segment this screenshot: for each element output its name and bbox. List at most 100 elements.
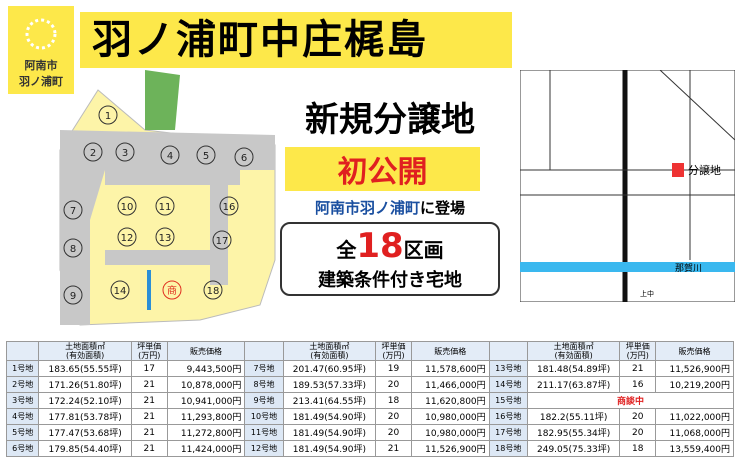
lot-cell: 18号地 — [488, 440, 528, 457]
lot-label: 6 — [241, 153, 247, 164]
data-cell: 10,980,000円 — [410, 424, 490, 441]
data-cell: 11,293,800円 — [166, 408, 246, 425]
data-cell: 213.41(64.55坪) — [282, 392, 377, 409]
table-row: 1号地 183.65(55.55坪) 17 9,443,500円 7号地 201.47(6… — [5, 360, 734, 377]
header-cell: 販売価格 — [410, 341, 490, 361]
count-suffix: 区画 — [403, 238, 444, 262]
header-text: (万円) — [138, 351, 161, 360]
lot-cell: 12号地 — [244, 440, 284, 457]
lot-label: 17 — [216, 236, 229, 247]
data-cell: 11,526,900円 — [655, 360, 734, 377]
header-text: 販売価格 — [434, 346, 467, 356]
header-text: (万円) — [626, 351, 649, 360]
data-cell: 21 — [130, 392, 168, 409]
lot-circle — [155, 196, 175, 216]
lot-cell: 3号地 — [5, 392, 40, 409]
table-row: 4号地 177.81(53.78坪) 21 11,293,800円 10号地 181.49… — [5, 408, 734, 425]
data-cell: 249.05(75.33坪) — [526, 440, 621, 457]
site-label: 分譲地 — [688, 163, 721, 177]
lot-circle — [219, 196, 239, 216]
header-cell: 土地面積㎡ (有効面積) — [526, 341, 621, 361]
data-cell: 18 — [619, 440, 657, 457]
data-cell: 201.47(60.95坪) — [282, 360, 377, 377]
lot-circle — [117, 196, 137, 216]
lot-circle — [234, 147, 254, 167]
logo-line: 羽ノ浦町 — [19, 75, 63, 88]
title: 羽ノ浦町中庄梶島 — [80, 12, 512, 68]
data-cell: 182.2(55.11坪) — [526, 408, 621, 425]
lot-circle — [63, 200, 83, 220]
data-cell: 9,443,500円 — [166, 360, 246, 377]
data-cell: 11,068,000円 — [655, 424, 734, 441]
data-cell: 189.53(57.33坪) — [282, 376, 377, 393]
road-label: 上中 — [640, 289, 654, 298]
headline-title: 新規分譲地 — [305, 100, 475, 140]
lot-label: 11 — [159, 202, 172, 213]
data-cell: 20 — [619, 424, 657, 441]
lot-circle — [110, 280, 130, 300]
lot-label: 14 — [114, 286, 127, 297]
lot-label: 16 — [223, 202, 236, 213]
lot-circle — [196, 145, 216, 165]
lot-circle — [162, 280, 182, 300]
header-cell — [5, 341, 40, 361]
header-text: 坪単価 — [137, 342, 162, 351]
header-text: 土地面積㎡ — [65, 342, 106, 351]
count: 18 — [356, 226, 404, 266]
lot-cell: 10号地 — [244, 408, 284, 425]
data-cell: 211.17(63.87坪) — [526, 376, 621, 393]
data-cell: 21 — [130, 440, 168, 457]
data-cell: 11,272,800円 — [166, 424, 246, 441]
header-cell: 販売価格 — [655, 341, 734, 361]
header-text: 坪単価 — [625, 342, 650, 351]
data-cell: 18 — [375, 392, 412, 409]
data-cell: 21 — [375, 440, 412, 457]
lot-circle — [160, 145, 180, 165]
lot-cell: 8号地 — [244, 376, 284, 393]
data-cell: 10,941,000円 — [166, 392, 246, 409]
data-cell: 171.26(51.80坪) — [38, 376, 132, 393]
data-cell: 183.65(55.55坪) — [38, 360, 132, 377]
lot-circle — [117, 227, 137, 247]
data-cell: 179.85(54.40坪) — [38, 440, 132, 457]
header-text: 土地面積㎡ — [553, 342, 594, 351]
lot-cell: 5号地 — [5, 424, 40, 441]
header-cell: 坪単価 (万円) — [130, 341, 168, 361]
location: 阿南市羽ノ浦町 — [314, 199, 420, 217]
header-row: 土地面積㎡ (有効面積) 坪単価 (万円) 販売価格 土地面積㎡ (有効面積) 坪単価 (万円)… — [5, 341, 734, 361]
table-row: 3号地 172.24(52.10坪) 21 10,941,000円 9号地 213.41(… — [5, 392, 735, 409]
lot-circle — [212, 230, 232, 250]
lot-cell: 7号地 — [244, 360, 284, 377]
lot-cell: 17号地 — [488, 424, 528, 441]
data-cell: 20 — [375, 424, 412, 441]
header-cell: 土地面積㎡ (有効面積) — [282, 341, 377, 361]
condition: 建築条件付き宅地 — [318, 270, 462, 291]
data-cell: 11,526,900円 — [410, 440, 490, 457]
river-label: 那賀川 — [675, 262, 702, 274]
data-cell: 177.47(53.68坪) — [38, 424, 132, 441]
lot-cell: 11号地 — [244, 424, 284, 441]
data-cell: 10,219,200円 — [655, 376, 734, 393]
data-cell: 10,980,000円 — [410, 408, 490, 425]
data-cell: 181.49(54.90坪) — [282, 424, 377, 441]
header-text: (有効面積) — [310, 351, 349, 360]
lot-circle — [63, 285, 83, 305]
data-cell: 11,424,000円 — [166, 440, 246, 457]
header-cell: 販売価格 — [166, 341, 246, 361]
header-cell: 坪単価 (万円) — [619, 341, 657, 361]
lot-label: 7 — [70, 206, 76, 217]
data-cell: 181.49(54.90坪) — [282, 408, 377, 425]
headline: 新規分譲地 初公開 阿南市羽ノ浦町に登場 全18区画 建築条件付き宅地 — [280, 92, 500, 296]
lot-label: 18 — [207, 286, 220, 297]
lot-circle — [203, 280, 223, 300]
lot-cell: 13号地 — [488, 360, 528, 377]
lot-cell: 14号地 — [488, 376, 528, 393]
lot-cell: 6号地 — [5, 440, 40, 457]
access-map: 分譲地 那賀川 上中 — [520, 70, 735, 302]
lot-cell: 15号地 — [488, 392, 528, 409]
lot-label: 1 — [105, 111, 111, 122]
lot-cell: 2号地 — [5, 376, 40, 393]
lot-cell: 16号地 — [488, 408, 528, 425]
